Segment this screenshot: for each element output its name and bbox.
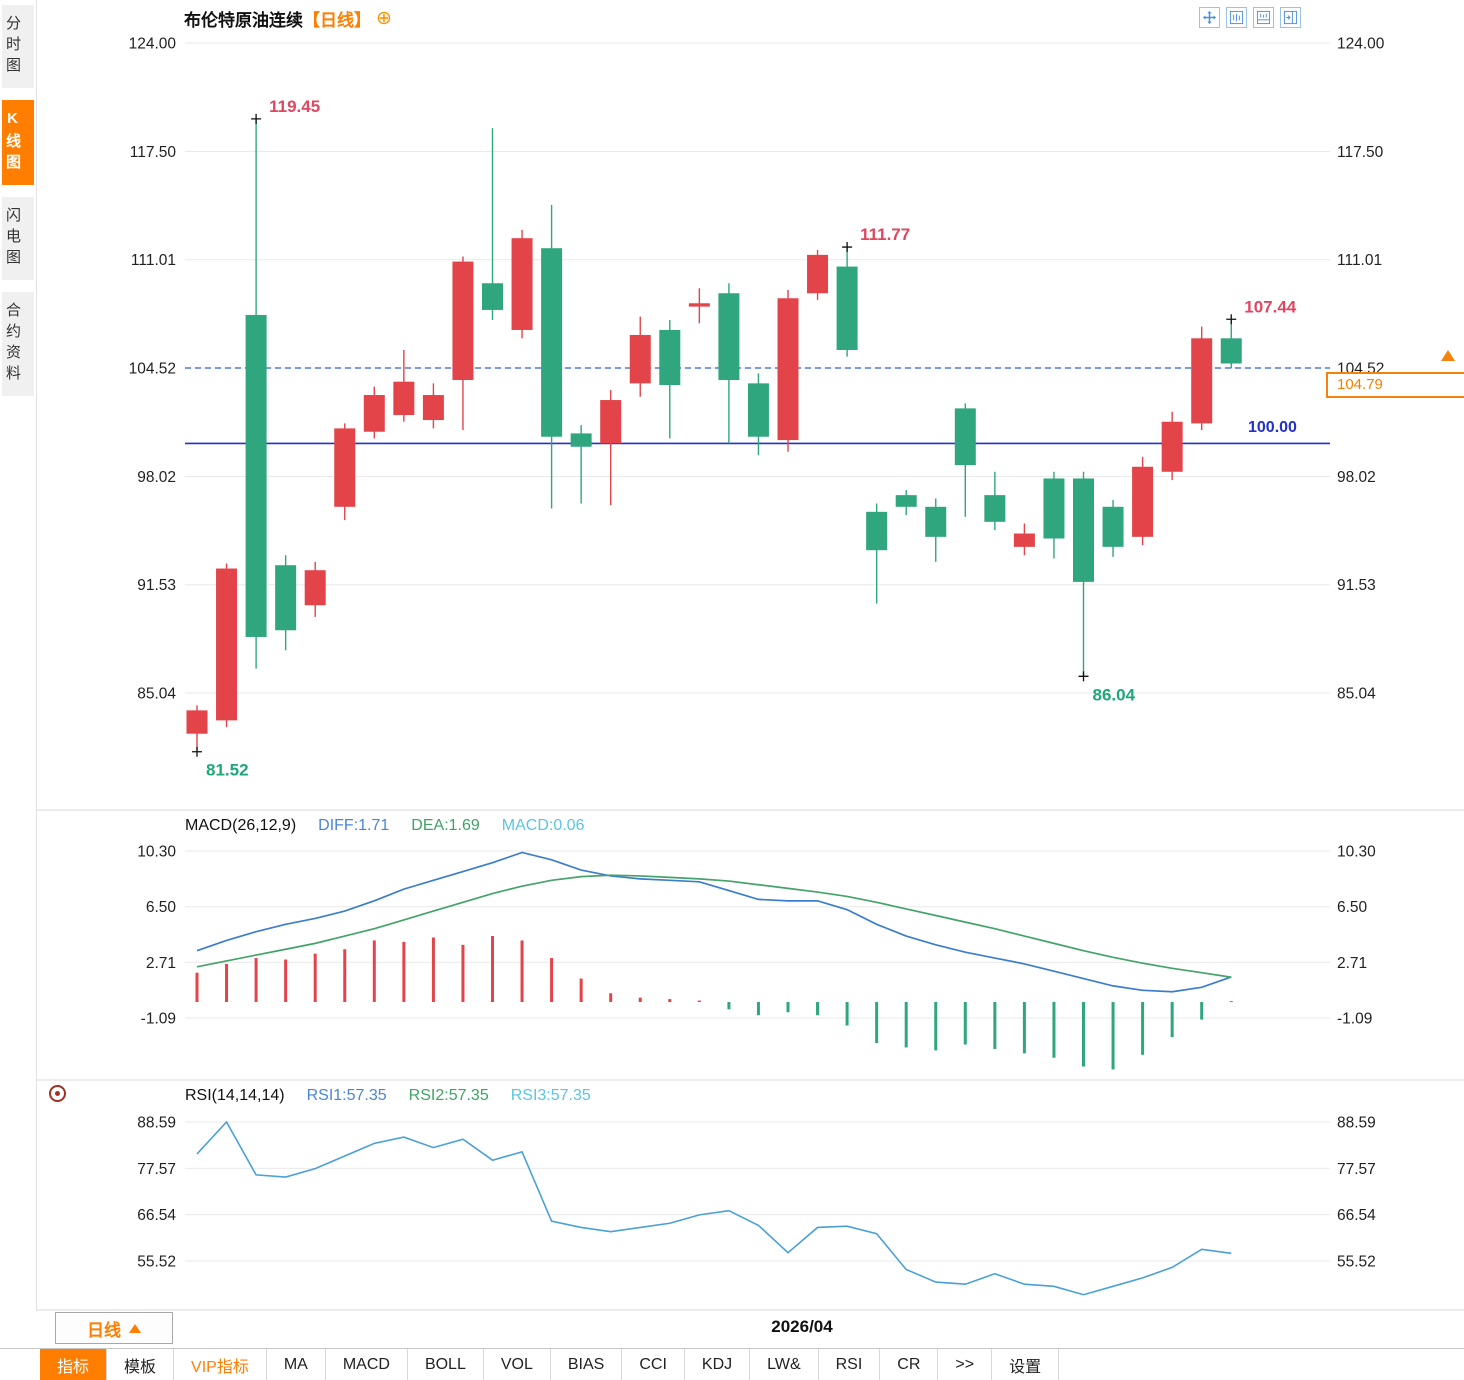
macd-axis-label-left: 6.50: [146, 899, 177, 916]
extreme-plus-marker: [1078, 671, 1089, 682]
macd-dea-line: [196, 874, 1232, 979]
gridlines: [37, 42, 1464, 1311]
axis-labels: 124.00 124.00 117.50 117.50 111.01 111.01 104.…: [129, 36, 1385, 1271]
bottom-tab-template[interactable]: 模板: [107, 1349, 175, 1380]
macd-axis-label-right: 2.71: [1337, 955, 1367, 972]
period-selector-label: 日线: [87, 1320, 121, 1340]
macd-axis-label-right: -1.09: [1337, 1011, 1372, 1028]
extreme-plus-marker: [842, 242, 853, 253]
price-annotations: 119.45 81.52 111.77 86.04 107.44: [192, 97, 1297, 780]
kline-layout-icon[interactable]: [1226, 7, 1247, 28]
bottom-tab-indicator[interactable]: 指标: [40, 1349, 108, 1380]
bottom-tab-macd[interactable]: MACD: [325, 1349, 408, 1380]
rsi-axis-label-left: 55.52: [137, 1254, 176, 1271]
rsi-axis-label-left: 77.57: [137, 1161, 176, 1178]
bottom-tab-bias[interactable]: BIAS: [550, 1349, 623, 1380]
macd-title: MACD(26,12,9): [185, 817, 297, 834]
high-price-annotation: 107.44: [1244, 297, 1297, 316]
bottom-tab-vol[interactable]: VOL: [483, 1349, 551, 1380]
current-price-arrow-icon: [1441, 350, 1455, 361]
price-axis-label-left: 124.00: [129, 36, 177, 53]
price-axis-label-left: 111.01: [131, 252, 176, 269]
chart-toolbar-icons: [1199, 7, 1301, 28]
symbol-title: 布伦特原油连续: [184, 11, 303, 30]
bottom-tab-more[interactable]: >>: [938, 1349, 993, 1380]
price-axis-label-right: 91.53: [1337, 577, 1376, 594]
split-panel-icon[interactable]: [1280, 7, 1301, 28]
triangle-up-icon: [129, 1323, 141, 1333]
macd-axis-label-left: 2.71: [146, 955, 176, 972]
rsi-axis-label-right: 66.54: [1337, 1207, 1376, 1224]
bottom-tab-settings[interactable]: 设置: [992, 1349, 1060, 1380]
price-axis-label-left: 98.02: [137, 469, 176, 486]
price-axis-label-left: 104.52: [129, 361, 176, 378]
macd-header: MACD(26,12,9) DIFF:1.71 DEA:1.69 MACD:0.…: [185, 817, 584, 835]
rsi-axis-label-right: 77.57: [1337, 1161, 1376, 1178]
rsi-header: RSI(14,14,14) RSI1:57.35 RSI2:57.35 RSI3…: [185, 1087, 591, 1105]
high-price-annotation: 119.45: [269, 97, 320, 116]
sidebar-tab-kline[interactable]: K线图: [2, 100, 34, 185]
add-indicator-icon[interactable]: ⊕: [376, 8, 392, 29]
macd-macd-value: MACD:0.06: [501, 817, 585, 834]
bottom-tab-vip-indicator[interactable]: VIP指标: [174, 1349, 267, 1380]
sidebar-tab-contract-info[interactable]: 合约资料: [2, 292, 34, 396]
price-axis-label-left: 117.50: [130, 144, 177, 161]
baseline-price-label: 100.00: [1248, 419, 1297, 436]
price-axis-label-left: 85.04: [137, 686, 176, 703]
rsi-title: RSI(14,14,14): [185, 1087, 285, 1104]
price-axis-label-left: 91.53: [137, 577, 176, 594]
low-price-annotation: 81.52: [206, 761, 249, 780]
bottom-toolbar: 指标 模板 VIP指标 MA MACD BOLL VOL BIAS CCI KD…: [0, 1348, 1464, 1380]
rsi-line: [196, 1120, 1232, 1296]
price-axis-label-right: 98.02: [1337, 469, 1376, 486]
price-axis-label-right: 111.01: [1337, 252, 1382, 269]
pan-icon[interactable]: [1199, 7, 1220, 28]
rsi3-value: RSI3:57.35: [510, 1087, 591, 1104]
sidebar-tab-time-share[interactable]: 分时图: [2, 5, 34, 88]
period-tag: 【日线】: [303, 11, 371, 30]
macd-axis-label-right: 10.30: [1337, 844, 1376, 861]
price-axis-label-right: 85.04: [1337, 686, 1376, 703]
rsi-plot: [196, 1120, 1232, 1296]
extreme-plus-marker: [192, 746, 202, 757]
macd-diff-line: [196, 851, 1232, 993]
reference-lines: [185, 367, 1330, 445]
bottom-tab-rsi[interactable]: RSI: [818, 1349, 881, 1380]
price-axis-label-right: 117.50: [1337, 144, 1384, 161]
current-price-tag: 104.79: [1326, 372, 1464, 398]
rsi-settings-icon[interactable]: [49, 1085, 66, 1102]
x-axis-date-label: 2026/04: [771, 1317, 833, 1336]
candles: [186, 118, 1242, 752]
rsi-axis-label-left: 88.59: [137, 1115, 176, 1132]
bottom-tab-boll[interactable]: BOLL: [407, 1349, 484, 1380]
bottom-tab-lw[interactable]: LW&: [750, 1349, 819, 1380]
extreme-plus-marker: [251, 113, 262, 124]
macd-axis-label-right: 6.50: [1337, 899, 1368, 916]
rsi1-value: RSI1:57.35: [306, 1087, 387, 1104]
macd-dea-value: DEA:1.69: [411, 817, 480, 834]
rsi2-value: RSI2:57.35: [408, 1087, 489, 1104]
price-axis-label-right: 124.00: [1337, 36, 1385, 53]
extreme-plus-marker: [1226, 314, 1237, 325]
sidebar-tab-lightning[interactable]: 闪电图: [2, 197, 34, 280]
high-price-annotation: 111.77: [860, 225, 910, 244]
rsi-axis-label-right: 55.52: [1337, 1254, 1376, 1271]
bottom-tab-cci[interactable]: CCI: [622, 1349, 685, 1380]
indicator-layout-icon[interactable]: [1253, 7, 1274, 28]
macd-diff-value: DIFF:1.71: [318, 817, 390, 834]
rsi-axis-label-right: 88.59: [1337, 1115, 1376, 1132]
macd-axis-label-left: 10.30: [137, 844, 176, 861]
bottom-tab-kdj[interactable]: KDJ: [684, 1349, 751, 1380]
rsi-axis-label-left: 66.54: [137, 1207, 176, 1224]
chart-header: 布伦特原油连续 【日线】 ⊕: [184, 6, 392, 31]
period-selector-button[interactable]: 日线: [55, 1312, 173, 1344]
left-sidebar: 分时图 K线图 闪电图 合约资料: [0, 0, 37, 1311]
bottom-tab-cr[interactable]: CR: [880, 1349, 939, 1380]
bottom-tab-ma[interactable]: MA: [266, 1349, 326, 1380]
low-price-annotation: 86.04: [1093, 685, 1136, 704]
macd-axis-label-left: -1.09: [141, 1011, 176, 1028]
macd-plot: [195, 851, 1233, 1070]
